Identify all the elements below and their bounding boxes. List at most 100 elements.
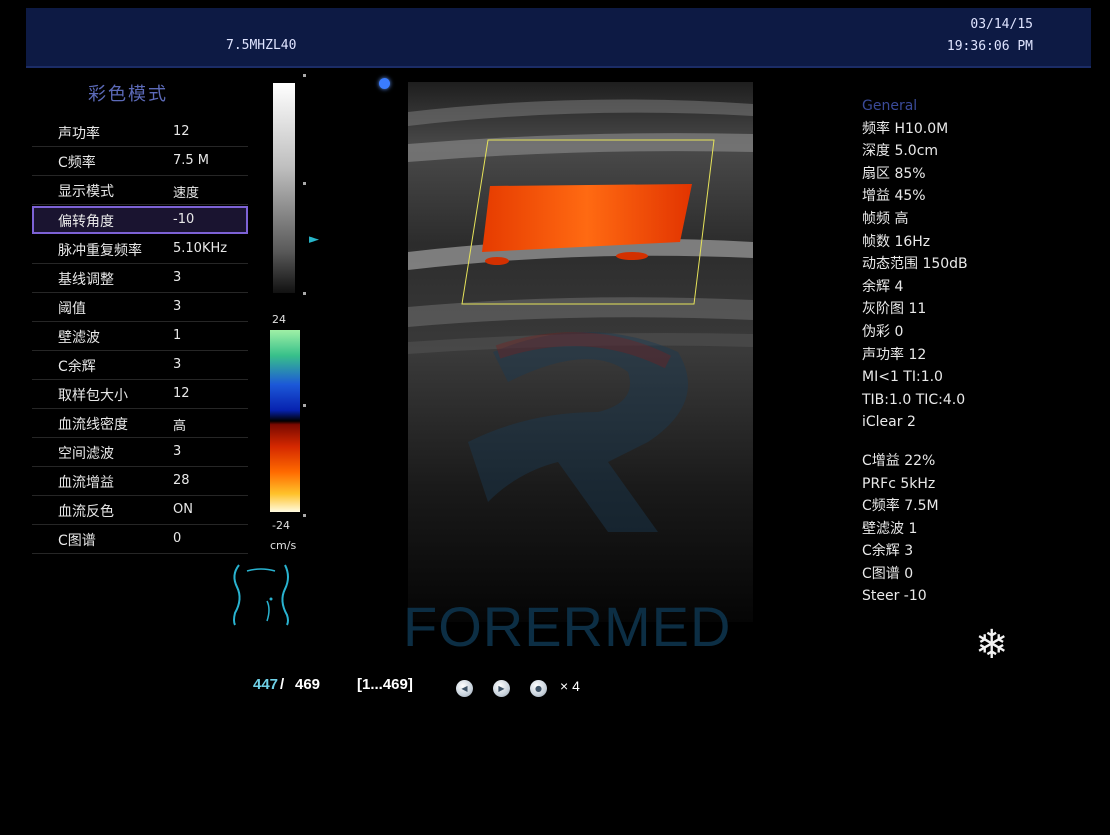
menu-item-value: 12: [173, 124, 190, 139]
menu-item-value: 28: [173, 473, 190, 488]
param-mi-ti: MI<1 TI:1.0: [862, 369, 943, 386]
menu-item-label: C图谱: [58, 533, 96, 549]
depth-marker: [303, 74, 306, 77]
freeze-snowflake-icon[interactable]: ❄: [975, 622, 1009, 668]
param-frame-rate: 帧频 高: [862, 210, 909, 227]
param-depth: 深度 5.0cm: [862, 143, 939, 160]
menu-item-wall-filter[interactable]: 壁滤波 1: [32, 322, 248, 351]
menu-item-value: 7.5 M: [173, 153, 210, 168]
menu-item-label: 血流线密度: [58, 417, 128, 433]
menu-item-value: ON: [173, 502, 193, 517]
menu-item-prf[interactable]: 脉冲重复频率 5.10KHz: [32, 235, 248, 264]
menu-item-value: 3: [173, 444, 182, 459]
rewind-icon: ◀: [461, 684, 468, 693]
menu-item-value: 1: [173, 328, 182, 343]
color-velocity-bar: [270, 330, 300, 512]
param-c-persistence: C余辉 3: [862, 543, 914, 560]
cine-stop-button[interactable]: ●: [530, 680, 547, 697]
cine-total-frames: 469: [295, 676, 321, 693]
param-iclear: iClear 2: [862, 414, 916, 431]
menu-item-packet-size[interactable]: 取样包大小 12: [32, 380, 248, 409]
menu-item-line-density[interactable]: 血流线密度 高: [32, 409, 248, 438]
menu-item-label: 声功率: [58, 126, 100, 142]
param-heading: General: [862, 98, 918, 114]
cine-previous-button[interactable]: ◀: [456, 680, 473, 697]
param-steer: Steer -10: [862, 588, 927, 605]
cine-play-button[interactable]: ▶: [493, 680, 510, 697]
param-spacer: [862, 434, 968, 450]
menu-item-value: 速度: [173, 186, 200, 201]
velocity-scale-unit: cm/s: [270, 539, 297, 552]
param-prfc: PRFc 5kHz: [862, 475, 936, 492]
menu-item-steer-angle[interactable]: 偏转角度 -10: [32, 206, 248, 234]
menu-item-label: 脉冲重复频率: [58, 243, 142, 259]
menu-item-label: C频率: [58, 155, 96, 171]
probe-label: 7.5MHZL40: [226, 38, 297, 53]
menu-item-label: 阈值: [58, 301, 86, 317]
color-mode-menu: 声功率 12 C频率 7.5 M 显示模式 速度 偏转角度 -10 脉冲重复频率 5.10…: [32, 118, 248, 554]
time-readout: 19:36:06 PM: [946, 39, 1033, 54]
menu-item-label: 基线调整: [58, 272, 114, 288]
menu-item-label: 空间滤波: [58, 446, 114, 462]
probe-orientation-dot: [379, 78, 390, 89]
menu-item-label: 取样包大小: [58, 388, 128, 404]
mode-title: 彩色模式: [88, 84, 168, 105]
menu-item-label: C余辉: [58, 359, 96, 375]
parameter-panel: General 频率 H10.0M 深度 5.0cm 扇区 85% 增益 45%…: [862, 95, 968, 608]
menu-item-label: 壁滤波: [58, 330, 100, 346]
menu-item-value: 3: [173, 299, 182, 314]
focus-arrow-icon: ►: [309, 232, 319, 247]
watermark-text: FORERMED: [403, 595, 732, 658]
param-acoustic-power: 声功率 12: [862, 346, 927, 363]
grayscale-bar: [273, 83, 295, 293]
cine-speed-label: × 4: [560, 678, 580, 694]
menu-item-value: 5.10KHz: [173, 241, 228, 256]
menu-item-c-frequency[interactable]: C频率 7.5 M: [32, 147, 248, 176]
param-gain: 增益 45%: [862, 188, 926, 205]
body-mark-icon: [233, 564, 289, 626]
menu-item-value: 高: [173, 419, 187, 434]
menu-item-value: 3: [173, 270, 182, 285]
menu-item-flow-gain[interactable]: 血流增益 28: [32, 467, 248, 496]
menu-item-label: 偏转角度: [58, 214, 114, 230]
menu-item-threshold[interactable]: 阈值 3: [32, 293, 248, 322]
top-info-bar: 7.5MHZL40 03/14/15 19:36:06 PM: [26, 8, 1091, 68]
menu-item-display-mode[interactable]: 显示模式 速度: [32, 176, 248, 205]
menu-item-baseline[interactable]: 基线调整 3: [32, 264, 248, 293]
param-dynamic-range: 动态范围 150dB: [862, 256, 968, 273]
param-wall-filter: 壁滤波 1: [862, 520, 918, 537]
param-frequency: 频率 H10.0M: [862, 120, 949, 137]
menu-item-flow-invert[interactable]: 血流反色 ON: [32, 496, 248, 525]
ultrasound-image[interactable]: [408, 82, 753, 622]
menu-item-label: 血流反色: [58, 504, 114, 520]
date-readout: 03/14/15: [970, 17, 1033, 32]
param-c-map: C图谱 0: [862, 565, 914, 582]
depth-marker: [303, 404, 306, 407]
cine-current-frame: 447: [253, 676, 279, 693]
play-icon: ▶: [498, 684, 505, 693]
menu-item-label: 血流增益: [58, 475, 114, 491]
menu-item-value: -10: [173, 212, 195, 227]
menu-item-spatial-filter[interactable]: 空间滤波 3: [32, 438, 248, 467]
menu-item-value: 12: [173, 386, 190, 401]
cine-frame-range: [1...469]: [357, 676, 413, 693]
param-gray-map: 灰阶图 11: [862, 301, 927, 318]
menu-item-acoustic-power[interactable]: 声功率 12: [32, 118, 248, 147]
menu-item-c-map[interactable]: C图谱 0: [32, 525, 248, 554]
param-c-gain: C增益 22%: [862, 452, 936, 469]
depth-marker: [303, 182, 306, 185]
param-frame-count: 帧数 16Hz: [862, 233, 931, 250]
velocity-scale-min: -24: [272, 519, 290, 532]
menu-item-c-persistence[interactable]: C余辉 3: [32, 351, 248, 380]
param-pseudo-color: 伪彩 0: [862, 323, 904, 340]
menu-item-label: 显示模式: [58, 184, 114, 200]
param-c-frequency: C频率 7.5M: [862, 498, 939, 515]
stop-icon: ●: [535, 684, 542, 693]
cine-separator: /: [280, 676, 285, 693]
depth-marker: [303, 292, 306, 295]
velocity-scale-max: 24: [272, 313, 286, 326]
param-sector: 扇区 85%: [862, 165, 926, 182]
depth-marker: [303, 514, 306, 517]
param-tib-tic: TIB:1.0 TIC:4.0: [862, 391, 966, 408]
menu-item-value: 0: [173, 531, 182, 546]
